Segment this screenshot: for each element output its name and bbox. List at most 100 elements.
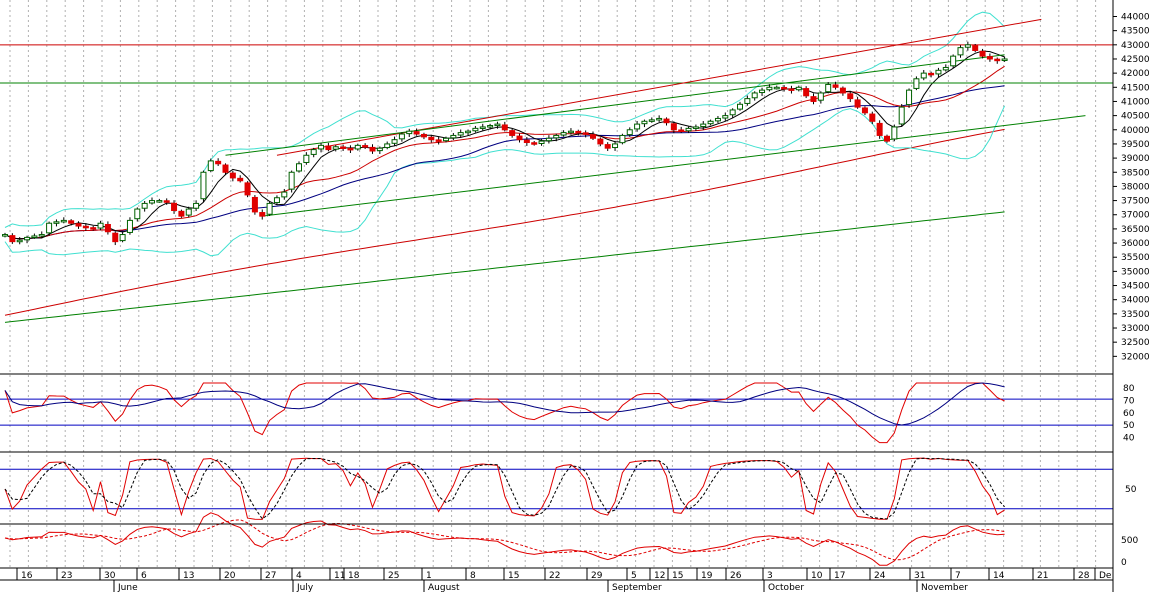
candle-body [920, 72, 927, 79]
candle-body [545, 137, 552, 142]
date-tick-label: 11 [334, 571, 345, 581]
candle-body [553, 134, 560, 139]
candle-body [149, 200, 155, 204]
candle-body [906, 89, 913, 106]
candle-body [163, 200, 170, 203]
candle-body [942, 66, 949, 71]
date-tick-label: 31 [914, 571, 925, 581]
candle-body [972, 45, 979, 51]
candle-body [273, 197, 280, 204]
price-tick-label: 40500 [1121, 112, 1150, 122]
candle-body [582, 132, 589, 135]
candle-body [590, 134, 596, 139]
date-tick-label: 27 [265, 571, 276, 581]
candle-body [325, 145, 332, 151]
candle-body [376, 147, 383, 152]
candle-body [567, 130, 574, 134]
candle-body [384, 143, 391, 149]
date-tick-label: 4 [296, 571, 302, 581]
price-tick-label: 32500 [1121, 338, 1150, 348]
price-tick-label: 40000 [1121, 126, 1150, 136]
candle-body [435, 139, 442, 142]
candle-body [104, 224, 111, 233]
candle-body [788, 88, 795, 91]
candle-body [38, 234, 45, 237]
candle-body [619, 134, 626, 144]
candle-body [869, 113, 876, 122]
candle-body [215, 160, 222, 165]
candle-body [97, 222, 104, 229]
upper-band-line [4, 11, 1005, 228]
date-tick-label: 28 [1078, 571, 1090, 581]
lower-band-line [4, 105, 1006, 257]
candle-body [398, 133, 405, 140]
candle-body [626, 129, 633, 136]
candle-body [781, 87, 788, 90]
candle-body [847, 93, 854, 100]
month-label: July [296, 583, 314, 592]
candle-body [751, 92, 758, 99]
candle-body [53, 221, 60, 224]
candle-body [318, 144, 325, 150]
candle-body [854, 99, 861, 108]
candle-body [9, 235, 16, 243]
price-tick-label: 37000 [1121, 211, 1150, 221]
rsi-tick-label: 60 [1123, 409, 1135, 419]
candle-body [891, 126, 898, 140]
rsi-signal-line [4, 382, 1005, 426]
candle-body [516, 135, 523, 141]
candle-body [472, 127, 479, 132]
price-tick-label: 36500 [1121, 225, 1150, 235]
date-tick-label: 26 [730, 571, 742, 581]
candle-body [391, 139, 398, 144]
candle-body [46, 222, 53, 234]
price-tick-label: 33000 [1121, 324, 1150, 334]
stochastic-panel [0, 457, 1113, 520]
date-tick-label: 20 [224, 571, 236, 581]
candle-body [957, 47, 964, 56]
date-tick-label: 22 [549, 571, 560, 581]
candle-body [825, 83, 832, 93]
candle-body [31, 235, 38, 238]
moving-average-50-line [4, 85, 1005, 240]
candle-body [810, 96, 817, 102]
candle-body [523, 139, 530, 144]
candle-body [884, 135, 890, 142]
candle-body [670, 123, 677, 131]
candle-body [773, 86, 780, 90]
long-moving-average-line [4, 211, 1005, 323]
candle-body [68, 220, 75, 224]
date-tick-label: 7 [955, 571, 961, 581]
date-tick-label: 17 [834, 571, 845, 581]
date-tick-label: 29 [591, 571, 603, 581]
price-panel [0, 11, 1113, 323]
candle-body [964, 44, 971, 48]
candle-body [560, 132, 567, 136]
candle-body [648, 119, 655, 122]
candle-body [656, 117, 663, 121]
candle-body [237, 177, 244, 182]
month-label: September [612, 583, 662, 592]
date-tick-label: 3 [767, 571, 773, 581]
date-tick-label: 19 [701, 571, 713, 581]
moving-average-20-line [4, 65, 1005, 240]
month-label: October [768, 583, 804, 592]
candle-body [443, 137, 449, 142]
candle-body [641, 120, 648, 125]
date-tick-label: 14 [993, 571, 1005, 581]
candle-body [604, 144, 611, 149]
candle-body [692, 126, 699, 129]
candle-body [200, 171, 207, 200]
candle-body [729, 109, 736, 116]
candle-body [82, 225, 89, 229]
candle-body [678, 129, 685, 132]
date-tick-label: 25 [388, 571, 399, 581]
candle-body [597, 138, 604, 145]
rsi-line [4, 382, 1005, 444]
candle-body [340, 146, 347, 149]
date-tick-label: 12 [654, 571, 665, 581]
candle-body [178, 210, 185, 217]
candle-body [803, 88, 810, 97]
